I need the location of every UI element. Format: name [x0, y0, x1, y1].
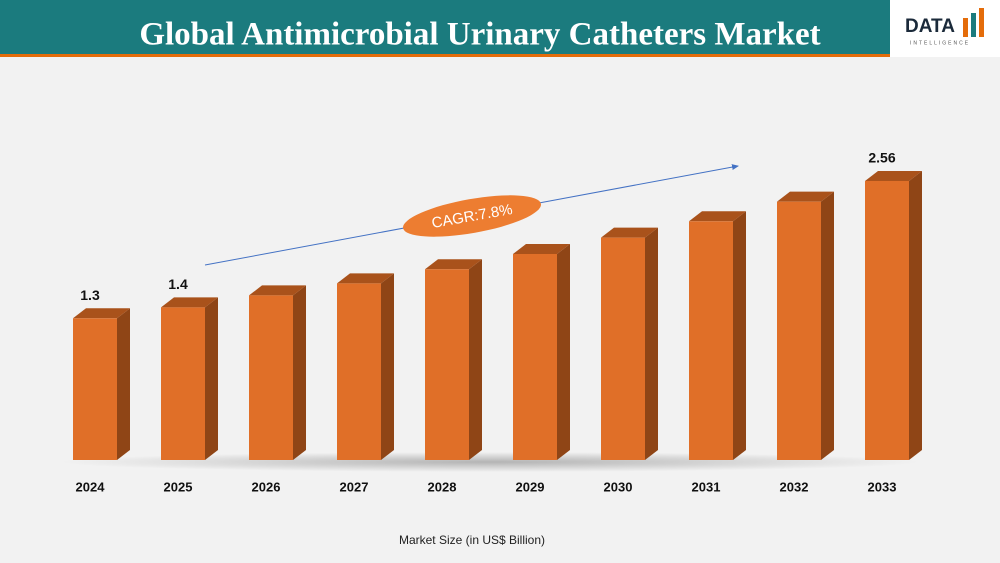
bar-side [469, 259, 482, 460]
header-bar [0, 0, 890, 54]
bar-side [645, 227, 658, 460]
x-tick-label: 2033 [868, 479, 897, 494]
bar-side [381, 273, 394, 460]
bar-side [909, 170, 922, 460]
bar-side [821, 191, 834, 461]
x-tick-label: 2032 [780, 479, 809, 494]
header-rule [0, 54, 890, 57]
bar [601, 237, 645, 460]
x-tick-label: 2027 [340, 479, 369, 494]
x-tick-label: 2030 [604, 479, 633, 494]
bar-top [73, 308, 130, 319]
x-tick-label: 2029 [516, 479, 545, 494]
bar-side [205, 297, 218, 460]
data-label: 2.56 [868, 150, 895, 166]
bar-side [733, 211, 746, 460]
bar-side [117, 308, 130, 460]
x-tick-label: 2024 [76, 479, 106, 494]
logo-bar [979, 8, 984, 37]
bar-top [777, 191, 834, 202]
x-tick-label: 2025 [164, 479, 193, 494]
bar-top [425, 259, 482, 270]
logo-bar [971, 13, 976, 37]
bar-top [249, 285, 306, 296]
bar-top [513, 243, 570, 254]
bar-side [557, 243, 570, 460]
bar [425, 269, 469, 460]
logo-subtext: INTELLIGENCE [910, 40, 970, 46]
data-label: 1.4 [168, 276, 188, 292]
bar [689, 221, 733, 460]
bar-top [337, 273, 394, 284]
logo-bar [963, 18, 968, 37]
cagr-badge: CAGR:7.8% [403, 195, 541, 237]
bar-side [293, 285, 306, 460]
bar [249, 295, 293, 460]
bar-top [601, 227, 658, 238]
bar [513, 253, 557, 460]
bar-top [689, 211, 746, 222]
bar-top [865, 170, 922, 181]
x-tick-label: 2031 [692, 479, 721, 494]
cagr-ellipse [403, 195, 541, 237]
bar-top [161, 297, 218, 308]
bar [73, 318, 117, 460]
title: Global Antimicrobial Urinary Catheters M… [139, 17, 820, 53]
data-label: 1.3 [80, 287, 100, 303]
bar [337, 283, 381, 460]
x-tick-label: 2026 [252, 479, 281, 494]
bar [777, 201, 821, 461]
x-axis-label: Market Size (in US$ Billion) [399, 533, 545, 547]
x-tick-label: 2028 [428, 479, 457, 494]
bar [865, 180, 909, 460]
logo-text: DATA [905, 16, 955, 37]
bar [161, 307, 205, 460]
